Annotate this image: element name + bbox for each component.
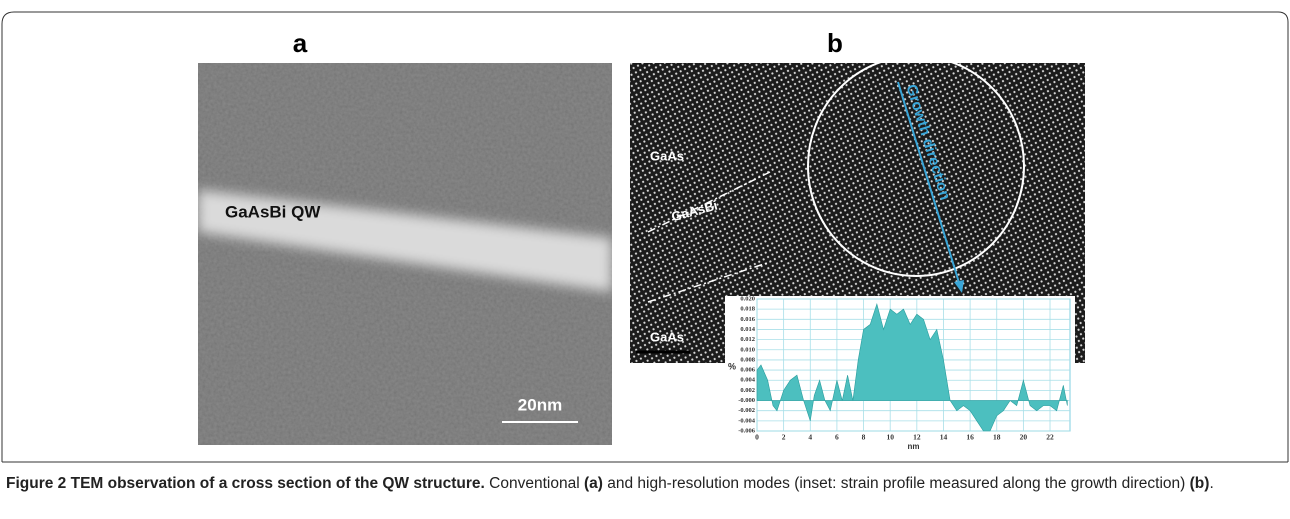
y-tick-label: 0.010 [740,346,755,353]
x-tick-label: 6 [835,433,839,442]
y-tick-label: 0.018 [740,306,755,313]
y-tick-label: 0.004 [740,377,755,384]
y-tick-label: 0.008 [740,356,755,363]
y-tick-label: 0.016 [740,316,755,323]
x-tick-label: 16 [966,433,974,442]
x-axis-label: nm [908,442,920,451]
caption-text: Figure 2 TEM observation of a cross sect… [6,475,485,492]
x-tick-label: 8 [862,433,866,442]
x-tick-label: 18 [993,433,1001,442]
layer-label: GaAs [650,329,684,344]
scale-label: 20nm [518,395,562,414]
caption-text: (b) [1190,475,1210,492]
y-tick-label: -0.006 [738,427,756,434]
y-tick-label: 0.020 [740,295,755,302]
x-tick-label: 2 [782,433,786,442]
y-tick-label: -0.002 [738,407,755,414]
caption-text: . [1209,475,1213,492]
y-tick-label: -0.000 [738,397,755,404]
layer-label: GaAs [650,148,684,163]
y-tick-label: 0.006 [740,367,755,374]
tem-image-a [198,63,612,445]
y-tick-label: -0.004 [738,417,756,424]
caption-text: Conventional [485,475,584,492]
figure: a b GaAsBi QW 20nm GaAs GaAsBi GaAs Grow… [0,0,1290,470]
x-tick-label: 22 [1046,433,1054,442]
x-tick-label: 20 [1020,433,1028,442]
caption-text: (a) [584,475,603,492]
layer-label: GaAsBi QW [225,202,321,221]
y-tick-label: 0.002 [740,387,755,394]
panel-label: a [293,28,308,58]
inset-chart: 0.020 0.018 0.016 0.014 0.012 0.010 0.008 0.006… [728,295,1070,451]
caption: Figure 2 TEM observation of a cross sect… [6,472,1276,495]
page: a b GaAsBi QW 20nm GaAs GaAsBi GaAs Grow… [0,0,1290,519]
panel-label: b [827,28,843,58]
y-tick-label: 0.012 [740,336,755,343]
x-tick-label: 10 [886,433,894,442]
y-tick-label: 0.014 [740,326,755,333]
x-tick-label: 12 [913,433,921,442]
x-tick-label: 14 [940,433,948,442]
caption-text: and high-resolution modes (inset: strain… [603,475,1190,492]
x-tick-label: 0 [755,433,759,442]
y-axis-label: % [728,361,736,371]
x-tick-label: 4 [808,433,812,442]
